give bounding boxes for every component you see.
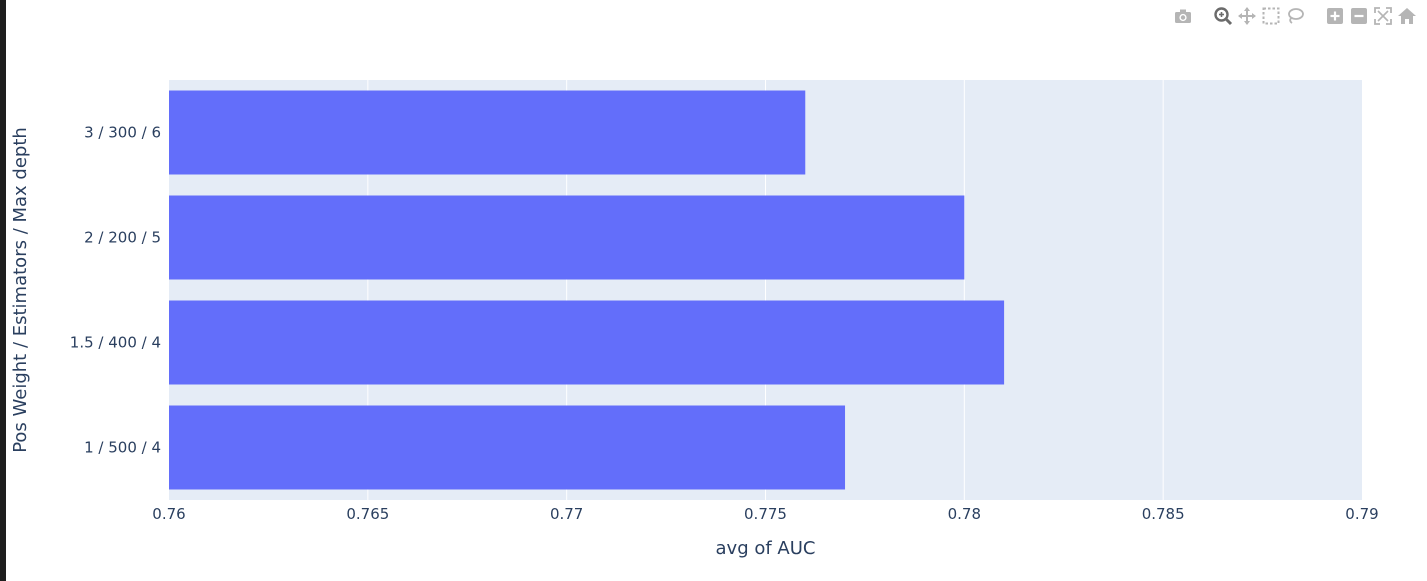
bar[interactable]	[169, 90, 806, 175]
x-tick-label: 0.76	[152, 505, 185, 523]
y-axis-title: Pos Weight / Estimators / Max depth	[10, 127, 31, 453]
x-tick-label: 0.78	[948, 505, 981, 523]
x-tick-label: 0.765	[346, 505, 389, 523]
y-tick-label: 2 / 200 / 5	[84, 229, 161, 247]
bar[interactable]	[169, 405, 846, 490]
zoom-out-icon[interactable]	[1347, 4, 1371, 28]
pan-icon[interactable]	[1235, 4, 1259, 28]
y-tick-label: 1 / 500 / 4	[84, 439, 161, 457]
camera-icon[interactable]	[1171, 4, 1195, 28]
x-tick-labels: 0.76 0.765 0.77 0.775 0.78 0.785 0.79	[152, 505, 1378, 523]
box-select-icon[interactable]	[1259, 4, 1283, 28]
x-tick-label: 0.785	[1142, 505, 1185, 523]
y-tick-labels: 1 / 500 / 4 1.5 / 400 / 4 2 / 200 / 5 3 / 3…	[70, 124, 161, 457]
lasso-icon[interactable]	[1283, 4, 1307, 28]
x-tick-label: 0.77	[550, 505, 583, 523]
bars	[169, 90, 1005, 490]
reset-axes-icon[interactable]	[1395, 4, 1419, 28]
autoscale-icon[interactable]	[1371, 4, 1395, 28]
x-axis-title: avg of AUC	[716, 538, 816, 559]
zoom-icon[interactable]	[1211, 4, 1235, 28]
x-tick-label: 0.79	[1345, 505, 1378, 523]
modebar	[1155, 4, 1419, 28]
bar[interactable]	[169, 300, 1005, 385]
y-tick-label: 1.5 / 400 / 4	[70, 334, 161, 352]
bar[interactable]	[169, 195, 965, 280]
window-edge	[0, 0, 6, 581]
x-tick-label: 0.775	[744, 505, 787, 523]
y-tick-label: 3 / 300 / 6	[84, 124, 161, 142]
zoom-in-icon[interactable]	[1323, 4, 1347, 28]
